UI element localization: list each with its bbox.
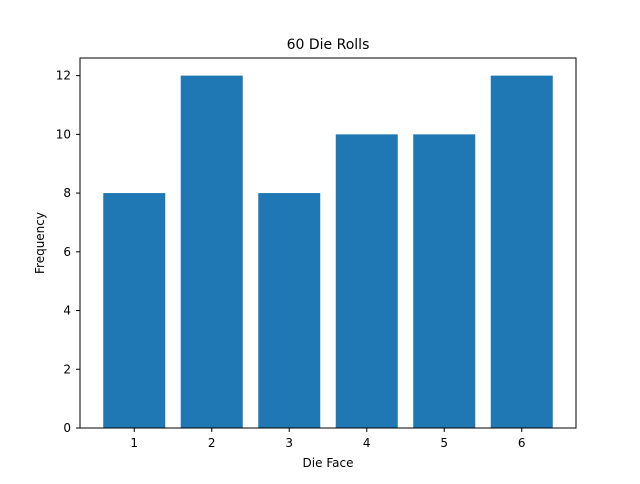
plot-frame <box>79 57 577 429</box>
x-tick-label-4: 4 <box>363 436 371 450</box>
chart-title: 60 Die Rolls <box>287 37 370 53</box>
bar-4 <box>335 134 398 428</box>
y-tick-label-12: 12 <box>56 69 71 83</box>
y-tick-label-2: 2 <box>63 362 71 376</box>
bar-3 <box>258 193 321 428</box>
bars-group <box>103 75 553 428</box>
x-tick-label-5: 5 <box>440 436 448 450</box>
bar-6 <box>490 75 553 428</box>
y-axis-ticks: 0 2 4 6 8 10 12 <box>56 69 80 435</box>
x-axis-label: Die Face <box>303 456 354 470</box>
x-tick-label-1: 1 <box>130 436 138 450</box>
x-tick-label-3: 3 <box>285 436 293 450</box>
y-tick-label-4: 4 <box>63 304 71 318</box>
x-tick-label-6: 6 <box>518 436 526 450</box>
bar-2 <box>180 75 243 428</box>
y-tick-label-8: 8 <box>63 186 71 200</box>
y-axis-label: Frequency <box>33 212 47 274</box>
y-tick-label-6: 6 <box>63 245 71 259</box>
bar-1 <box>103 193 166 428</box>
bar-5 <box>413 134 476 428</box>
y-tick-label-0: 0 <box>63 421 71 435</box>
x-tick-label-2: 2 <box>208 436 216 450</box>
x-axis-ticks: 1 2 3 4 5 6 <box>130 428 526 450</box>
y-tick-label-10: 10 <box>56 127 71 141</box>
